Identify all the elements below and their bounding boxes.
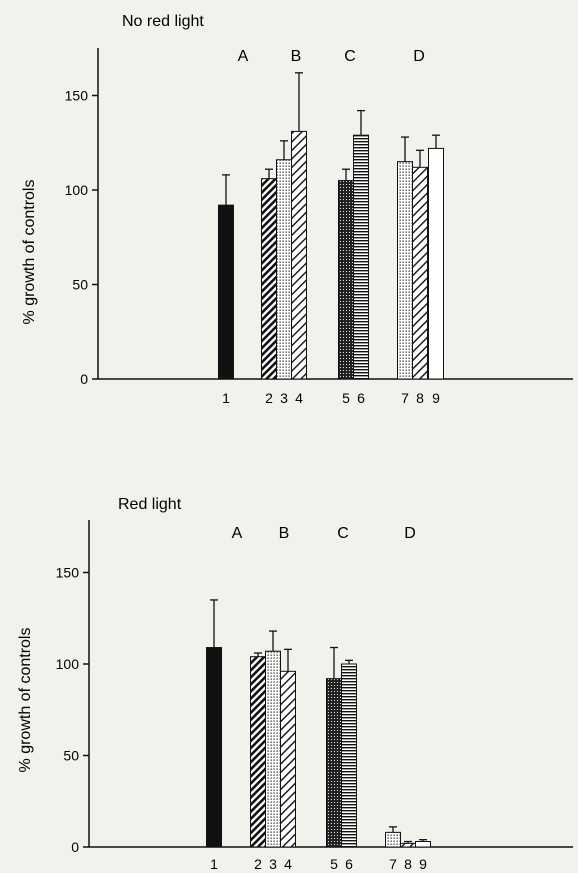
bar-6 [353, 134, 369, 380]
category-label-1: 1 [222, 390, 230, 406]
bar-3 [276, 159, 292, 380]
y-tick-label: 0 [71, 839, 79, 855]
y-tick-label: 100 [65, 182, 89, 198]
group-label-c: C [344, 48, 356, 65]
bar-9 [415, 841, 431, 848]
y-tick-label: 50 [63, 748, 79, 764]
y-axis-label: % growth of controls [21, 180, 38, 325]
category-label-9: 9 [432, 390, 440, 406]
category-label-6: 6 [345, 856, 353, 872]
bar-5 [338, 180, 354, 380]
category-label-8: 8 [416, 390, 424, 406]
category-label-4: 4 [284, 856, 292, 872]
y-axis-label: % growth of controls [17, 628, 34, 773]
category-label-8: 8 [404, 856, 412, 872]
bar-4 [280, 670, 296, 848]
bar-6 [341, 663, 357, 848]
group-label-a: A [232, 525, 243, 542]
bar-1 [218, 204, 234, 380]
y-tick-label: 50 [72, 277, 88, 293]
bar-7 [385, 831, 401, 848]
category-label-5: 5 [330, 856, 338, 872]
category-label-9: 9 [419, 856, 427, 872]
bar-5 [326, 678, 342, 848]
category-label-1: 1 [210, 856, 218, 872]
bar-9 [428, 147, 444, 380]
bar-1 [206, 647, 222, 848]
category-label-4: 4 [295, 390, 303, 406]
y-tick-label: 150 [65, 88, 89, 104]
category-label-3: 3 [269, 856, 277, 872]
category-label-6: 6 [357, 390, 365, 406]
category-label-2: 2 [265, 390, 273, 406]
bar-7 [397, 161, 413, 380]
category-label-7: 7 [401, 390, 409, 406]
y-tick-label: 100 [56, 656, 80, 672]
category-label-7: 7 [389, 856, 397, 872]
group-label-d: D [413, 48, 425, 65]
chart-title: Red light [118, 496, 182, 513]
bar-8 [412, 166, 428, 380]
category-label-2: 2 [254, 856, 262, 872]
bar-4 [291, 130, 307, 380]
chart-red-light: Red light A B C D % growth of controls 0… [17, 496, 573, 872]
group-label-c: C [337, 525, 349, 542]
y-tick-label: 0 [80, 371, 88, 387]
bar-3 [265, 650, 281, 848]
bar-8 [400, 842, 416, 848]
y-tick-label: 150 [56, 565, 80, 581]
chart-title: No red light [122, 13, 204, 30]
group-label-b: B [279, 525, 290, 542]
category-label-3: 3 [280, 390, 288, 406]
group-label-d: D [404, 525, 416, 542]
category-label-5: 5 [342, 390, 350, 406]
bar-2 [250, 656, 266, 848]
group-label-b: B [291, 48, 302, 65]
group-label-a: A [238, 48, 249, 65]
chart-no-red-light: No red light A B C D % growth of control… [21, 13, 573, 406]
bar-2 [261, 178, 277, 380]
